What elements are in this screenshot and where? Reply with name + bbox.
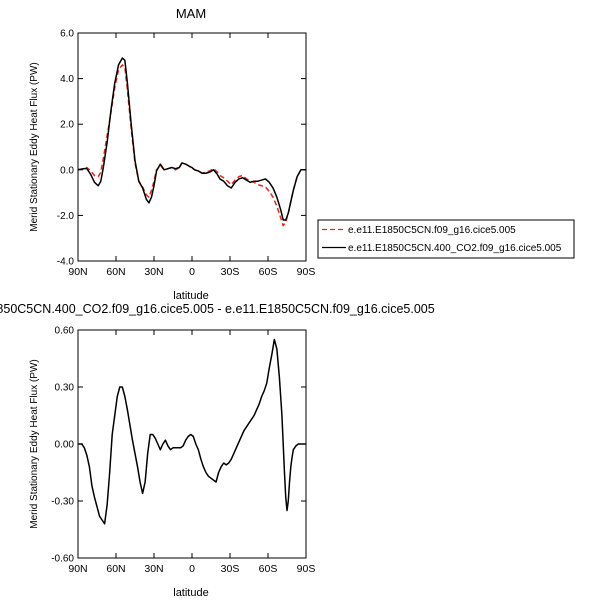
top-y-tick-label: -4.0 [57, 257, 75, 268]
top-axis-ticks: 90N 60N 30N 0 30S 60S 90S -4.0 -2.0 0.0 2.0 4.0 6.0 [57, 29, 316, 279]
bottom-y-tick-label: -0.60 [51, 554, 74, 565]
bottom-y-tick-label: -0.30 [51, 497, 74, 508]
bottom-y-axis-label: Merid Stationary Eddy Heat Flux (PW) [29, 359, 40, 529]
top-y-tick-label: -2.0 [57, 211, 75, 222]
top-y-tick-label: 6.0 [60, 29, 74, 40]
top-y-tick-label: 4.0 [60, 74, 74, 85]
top-x-tick-label: 90N [68, 266, 87, 278]
top-x-tick-label: 30N [144, 266, 163, 278]
legend-box [317, 219, 575, 259]
top-chart-title: MAM [176, 6, 206, 21]
top-x-tick-label: 0 [189, 266, 195, 278]
bottom-series-line-0 [78, 338, 306, 525]
top-x-axis-label: latitude [173, 290, 208, 302]
top-panel: MAM Merid Stationary Eddy Heat Flux (PW)… [29, 6, 575, 302]
bottom-x-tick-label: 30N [144, 563, 163, 575]
bottom-chart-title: e.e11.E1850C5CN.400_CO2.f09_g16.cice5.00… [0, 302, 435, 316]
top-series-line-1 [77, 57, 306, 221]
legend: e.e11.E1850C5CN.f09_g16.cice5.005 e.e11.… [317, 219, 575, 259]
top-plot-frame [77, 32, 307, 262]
bottom-panel: e.e11.E1850C5CN.400_CO2.f09_g16.cice5.00… [0, 302, 435, 599]
top-x-tick-label: 30S [221, 266, 240, 278]
bottom-x-tick-label: 60N [106, 563, 125, 575]
legend-label-control: e.e11.E1850C5CN.f09_g16.cice5.005 [348, 225, 516, 236]
bottom-y-tick-label: 0.30 [55, 383, 75, 394]
top-y-tick-label: 0.0 [60, 165, 74, 176]
bottom-x-tick-label: 90S [297, 563, 316, 575]
bottom-x-tick-label: 60S [259, 563, 278, 575]
bottom-x-tick-label: 90N [68, 563, 87, 575]
bottom-series-group [78, 338, 306, 525]
top-series-line-0 [77, 64, 306, 227]
bottom-plot-frame [77, 329, 307, 559]
bottom-x-axis-label: latitude [173, 587, 208, 599]
bottom-x-tick-label: 30S [221, 563, 240, 575]
top-x-tick-label: 60N [106, 266, 125, 278]
bottom-axis-ticks: 90N 60N 30N 0 30S 60S 90S -0.60 -0.30 0.00 0.30 0.6… [51, 326, 315, 576]
bottom-x-tick-label: 0 [189, 563, 195, 575]
top-x-tick-label: 90S [297, 266, 316, 278]
top-x-tick-label: 60S [259, 266, 278, 278]
bottom-y-tick-label: 0.60 [55, 326, 75, 337]
bottom-y-tick-label: 0.00 [55, 440, 75, 451]
top-series-group [77, 57, 306, 227]
top-y-tick-label: 2.0 [60, 120, 74, 131]
top-y-axis-label: Merid Stationary Eddy Heat Flux (PW) [29, 62, 40, 232]
legend-label-co2: e.e11.E1850C5CN.400_CO2.f09_g16.cice5.00… [348, 243, 562, 254]
